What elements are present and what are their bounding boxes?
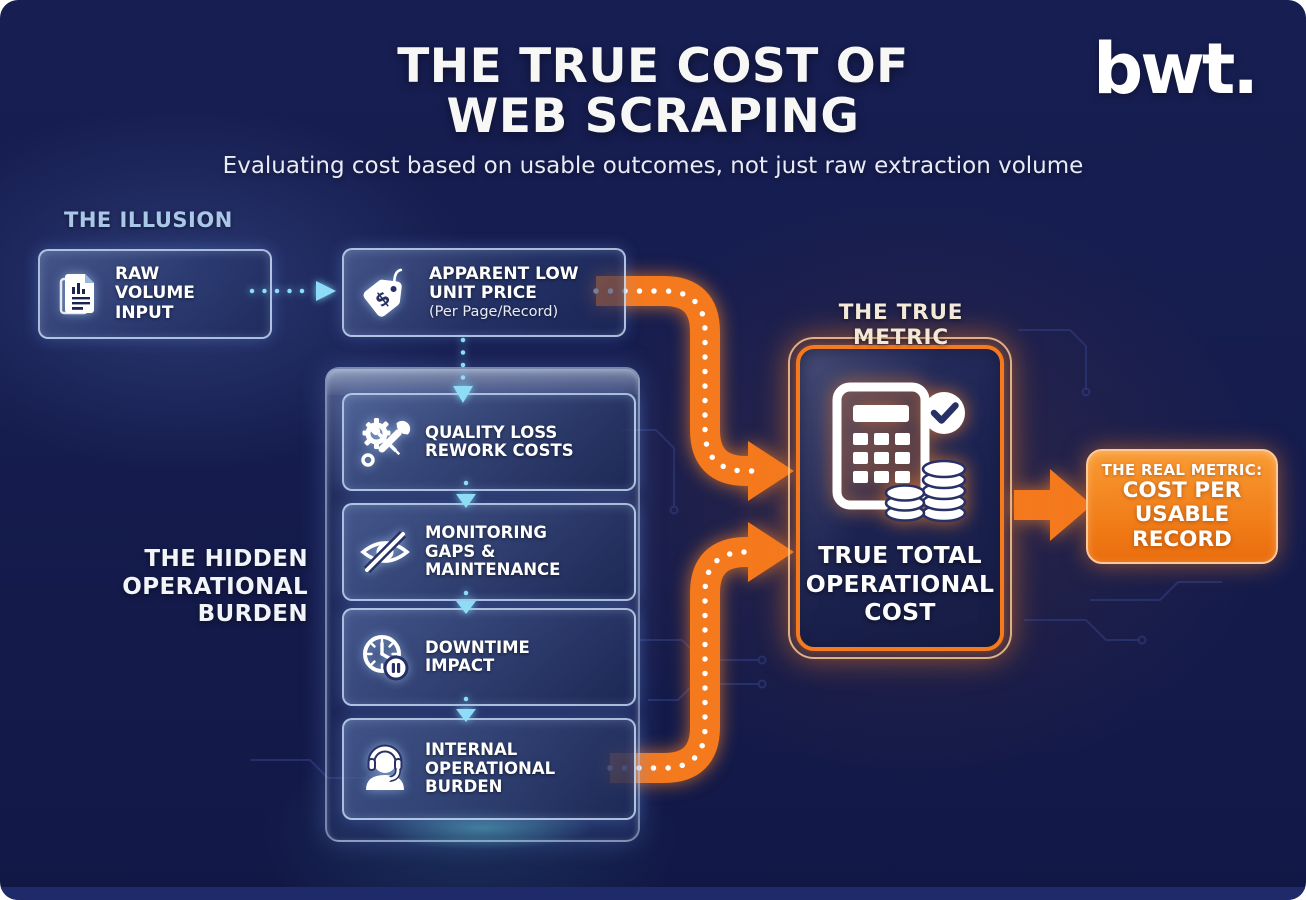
section-label-true-metric: THE TRUE METRIC: [838, 300, 964, 350]
real-line1: COST PER: [1122, 477, 1242, 503]
burden-box-monitoring: MONITORING GAPS & MAINTENANCE: [342, 503, 636, 601]
downtime-line2: IMPACT: [425, 656, 495, 675]
monitoring-line1: MONITORING: [425, 523, 547, 543]
hidden-line1: THE HIDDEN: [144, 546, 308, 572]
real-line3: RECORD: [1132, 526, 1232, 552]
quality-line1: QUALITY LOSS: [425, 422, 558, 442]
hidden-line3: BURDEN: [197, 601, 308, 628]
unit-price-note: (Per Page/Record): [429, 303, 559, 320]
burden-box-downtime: DOWNTIME IMPACT: [342, 608, 636, 706]
eye-slash-icon: [360, 530, 410, 574]
real-line2: USABLE: [1134, 502, 1230, 528]
downtime-line1: DOWNTIME: [425, 637, 530, 657]
internal-line3: BURDEN: [425, 777, 503, 797]
section-label-hidden-burden: THE HIDDEN OPERATIONAL BURDEN: [80, 546, 308, 629]
true-line2: OPERATIONAL: [805, 569, 995, 598]
real-metric-prefix: THE REAL METRIC:: [1101, 460, 1263, 479]
true-line1: TRUE TOTAL: [818, 541, 982, 569]
real-metric-box: THE REAL METRIC: COST PER USABLE RECORD: [1086, 449, 1278, 564]
internal-line1: INTERNAL: [425, 740, 518, 760]
flow-arrow-result: [1014, 469, 1092, 541]
gear-tools-icon: [361, 418, 411, 467]
internal-line2: OPERATIONAL: [425, 758, 556, 778]
burden-box-quality: QUALITY LOSS REWORK COSTS: [342, 393, 636, 491]
section-label-illusion: THE ILLUSION: [64, 208, 233, 232]
burden-box-internal: INTERNAL OPERATIONAL BURDEN: [342, 718, 636, 820]
unit-line2: UNIT PRICE: [429, 282, 537, 303]
page-subtitle: Evaluating cost based on usable outcomes…: [222, 153, 1084, 179]
quality-line2: REWORK COSTS: [425, 441, 574, 460]
monitoring-line2: GAPS &: [425, 541, 496, 561]
burden-internal-label: INTERNAL OPERATIONAL BURDEN: [425, 740, 556, 797]
hidden-line2: OPERATIONAL: [122, 573, 308, 600]
burden-monitoring-label: MONITORING GAPS & MAINTENANCE: [425, 523, 561, 580]
unit-line1: APPARENT LOW: [429, 263, 579, 284]
price-tag-icon: $: [363, 268, 403, 317]
page-title-line1: THE TRUE COST OF: [397, 39, 909, 94]
raw-line1: RAW: [115, 264, 160, 285]
page-title-line2: WEB SCRAPING: [446, 88, 860, 144]
burden-quality-label: QUALITY LOSS REWORK COSTS: [425, 422, 574, 461]
raw-line2: VOLUME: [115, 283, 195, 304]
true-metric-label: TRUE TOTAL OPERATIONAL COST: [806, 541, 995, 627]
real-metric-label: COST PER USABLE RECORD: [1122, 477, 1242, 553]
clock-pause-icon: [363, 635, 409, 681]
true-metric-box: TRUE TOTAL OPERATIONAL COST: [788, 337, 1012, 659]
page-title: THE TRUE COST OF WEB SCRAPING: [397, 42, 909, 142]
headset-agent-icon: [366, 744, 404, 790]
true-line3: COST: [864, 598, 936, 627]
unit-price-box: $ APPARENT LOW UNIT PRICE (Per Page/Reco…: [342, 248, 626, 337]
calculator-coins-check-icon: [832, 382, 967, 523]
raw-volume-input-box: RAW VOLUME INPUT: [38, 249, 272, 339]
burden-downtime-label: DOWNTIME IMPACT: [425, 637, 530, 676]
true-metric-box-inner: TRUE TOTAL OPERATIONAL COST: [796, 345, 1004, 651]
document-report-icon: [59, 274, 94, 315]
raw-line3: INPUT: [115, 302, 174, 323]
bottom-accent-strip: [0, 887, 1306, 900]
monitoring-line3: MAINTENANCE: [425, 560, 561, 580]
unit-price-label: APPARENT LOW UNIT PRICE (Per Page/Record…: [429, 263, 579, 320]
raw-volume-input-label: RAW VOLUME INPUT: [115, 265, 195, 322]
bwt-logo: bwt.: [1093, 28, 1259, 110]
